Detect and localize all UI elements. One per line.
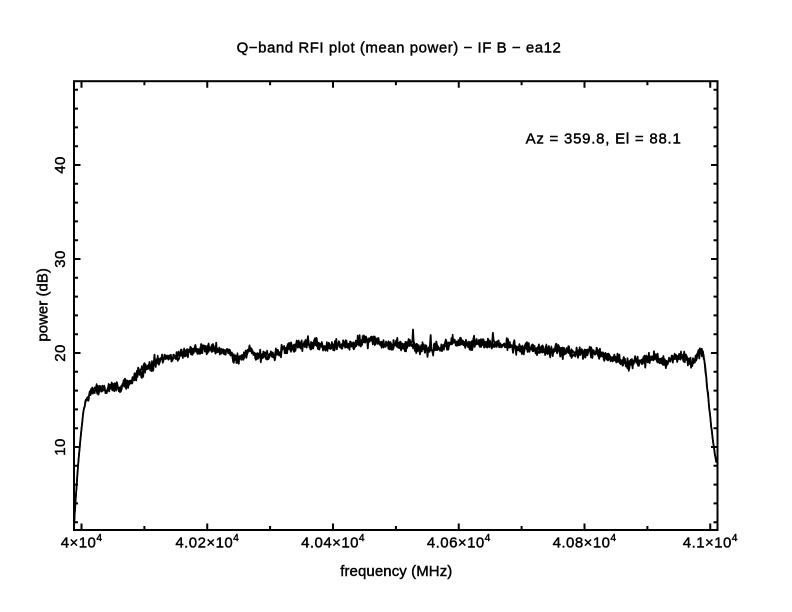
svg-text:4.04×104: 4.04×104: [301, 533, 365, 552]
svg-text:Q−band RFI plot (mean power) −: Q−band RFI plot (mean power) − IF B − ea…: [237, 40, 561, 57]
svg-text:4.06×104: 4.06×104: [427, 533, 491, 552]
svg-text:20: 20: [52, 344, 69, 362]
svg-text:4.08×104: 4.08×104: [553, 533, 617, 552]
svg-text:4.1×104: 4.1×104: [683, 533, 738, 552]
svg-text:4×104: 4×104: [61, 533, 103, 552]
svg-text:power (dB): power (dB): [34, 268, 51, 342]
svg-text:10: 10: [52, 438, 69, 456]
svg-text:Az = 359.8, El = 88.1: Az = 359.8, El = 88.1: [526, 131, 681, 148]
svg-text:40: 40: [52, 156, 69, 174]
svg-text:frequency (MHz): frequency (MHz): [340, 563, 452, 580]
svg-text:30: 30: [52, 250, 69, 268]
svg-text:4.02×104: 4.02×104: [175, 533, 239, 552]
